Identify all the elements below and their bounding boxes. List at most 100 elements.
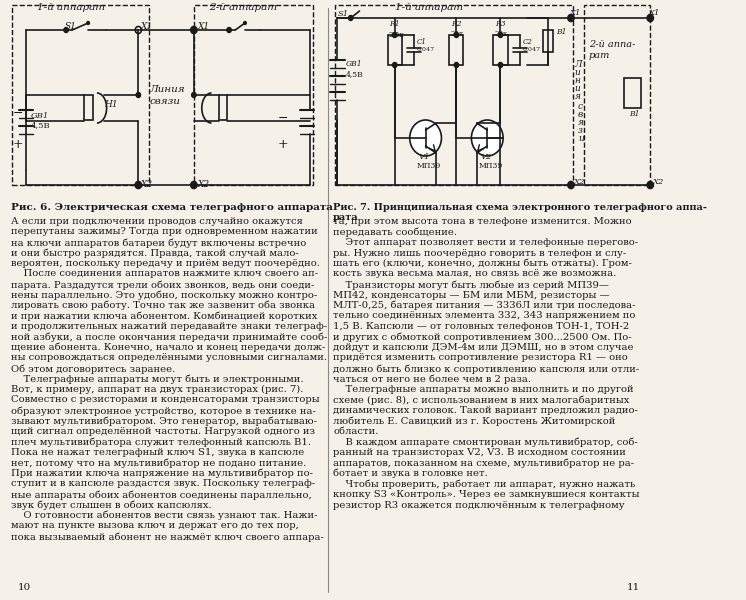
Text: 0,047: 0,047	[522, 47, 541, 52]
Text: любитель Е. Савицкий из г. Коростень Житомирской: любитель Е. Савицкий из г. Коростень Жит…	[333, 416, 615, 426]
Circle shape	[568, 181, 574, 188]
Text: шать его (ключи, конечно, должны быть отжаты). Гром-: шать его (ключи, конечно, должны быть от…	[333, 259, 632, 269]
Text: Пока не нажат телеграфный ключ S1, звука в капсюле: Пока не нажат телеграфный ключ S1, звука…	[10, 448, 304, 457]
Text: GB1: GB1	[346, 60, 363, 68]
Text: Чтобы проверить, работает ли аппарат, нужно нажать: Чтобы проверить, работает ли аппарат, ну…	[333, 479, 636, 489]
Text: −: −	[278, 112, 288, 125]
Text: X2: X2	[141, 180, 153, 189]
Text: в: в	[578, 110, 583, 119]
Text: Совместно с резисторами и конденсаторами транзисторы: Совместно с резисторами и конденсаторами…	[10, 395, 319, 404]
Text: В каждом аппарате смонтирован мультивибратор, соб-: В каждом аппарате смонтирован мультивибр…	[333, 437, 638, 447]
Circle shape	[498, 62, 503, 67]
Text: Этот аппарат позволяет вести и телефонные перегово-: Этот аппарат позволяет вести и телефонны…	[333, 238, 638, 247]
Text: Л: Л	[574, 60, 582, 69]
Text: Об этом договоритесь заранее.: Об этом договоритесь заранее.	[10, 364, 175, 373]
Text: ной азбуки, а после окончания передачи принимайте сооб-: ной азбуки, а после окончания передачи п…	[10, 332, 327, 342]
Text: МП39: МП39	[417, 162, 441, 170]
Text: плеч мультивибратора служит телефонный капсюль В1.: плеч мультивибратора служит телефонный к…	[10, 437, 310, 447]
Circle shape	[192, 28, 196, 32]
Text: нет, потому что на мультивибратор не подано питание.: нет, потому что на мультивибратор не под…	[10, 458, 306, 468]
Text: Телеграфные аппараты можно выполнить и по другой: Телеграфные аппараты можно выполнить и п…	[333, 385, 633, 394]
Text: 4,5В: 4,5В	[346, 70, 364, 78]
Text: пока вызываемый абонент не нажмёт ключ своего аппара-: пока вызываемый абонент не нажмёт ключ с…	[10, 532, 324, 541]
Text: 2-й аппа-: 2-й аппа-	[589, 40, 635, 49]
Text: Н1: Н1	[104, 100, 118, 109]
Text: ны сопровождаться определёнными условными сигналами.: ны сопровождаться определёнными условным…	[10, 353, 327, 362]
Text: мают на пункте вызова ключ и держат его до тех пор,: мают на пункте вызова ключ и держат его …	[10, 521, 298, 530]
Text: щение абонента. Конечно, начало и конец передачи долж-: щение абонента. Конечно, начало и конец …	[10, 343, 325, 352]
Circle shape	[454, 32, 459, 37]
Text: связи: связи	[150, 97, 181, 106]
Text: 2-й аппарат: 2-й аппарат	[209, 3, 277, 12]
Text: R1: R1	[389, 20, 400, 28]
Text: дойдут и капсюли ДЭМ-4м или ДЭМШ, но в этом случае: дойдут и капсюли ДЭМ-4м или ДЭМШ, но в э…	[333, 343, 633, 352]
Bar	[624, 78, 642, 108]
Text: ступит и в капсюле раздастся звук. Поскольку телеграф-: ступит и в капсюле раздастся звук. Поско…	[10, 479, 315, 488]
Text: и они быстро разрядятся. Правда, такой случай мало-: и они быстро разрядятся. Правда, такой с…	[10, 248, 298, 258]
Text: R3: R3	[495, 20, 506, 28]
Text: ботает и звука в головке нет.: ботает и звука в головке нет.	[333, 469, 488, 479]
Text: области.: области.	[333, 427, 378, 436]
Text: C1: C1	[417, 38, 427, 46]
Text: X1: X1	[648, 9, 660, 17]
Text: +: +	[278, 138, 288, 151]
Text: з: з	[578, 126, 583, 135]
Text: V2: V2	[480, 153, 492, 161]
Text: зывают мультивибратором. Это генератор, вырабатываю-: зывают мультивибратором. Это генератор, …	[10, 416, 316, 426]
Bar	[543, 30, 554, 52]
Text: При нажатии ключа напряжение на мультивибратор по-: При нажатии ключа напряжение на мультиви…	[10, 469, 313, 479]
Text: X1: X1	[569, 9, 580, 17]
Text: +: +	[13, 138, 23, 151]
Text: −: −	[13, 107, 23, 120]
Text: должно быть близко к сопротивлению капсюля или отли-: должно быть близко к сопротивлению капсю…	[333, 364, 639, 373]
Text: схеме (рис. 8), с использованием в них малогабаритных: схеме (рис. 8), с использованием в них м…	[333, 395, 630, 405]
Text: парата. Раздадутся трели обоих звонков, ведь они соеди-: парата. Раздадутся трели обоих звонков, …	[10, 280, 314, 289]
Circle shape	[135, 181, 142, 188]
Text: X2: X2	[574, 178, 585, 186]
Text: вероятен, поскольку передачу и приём ведут поочерёдно.: вероятен, поскольку передачу и приём вед…	[10, 259, 319, 268]
Bar	[13, 5, 149, 185]
Text: ные аппараты обоих абонентов соединены параллельно,: ные аппараты обоих абонентов соединены п…	[10, 490, 311, 499]
Text: Рис. 6. Электрическая схема телеграфного аппарата: Рис. 6. Электрическая схема телеграфного…	[10, 203, 333, 212]
Text: 22к: 22к	[451, 30, 463, 38]
Text: 1-й аппарат: 1-й аппарат	[395, 3, 463, 12]
Circle shape	[568, 16, 573, 20]
Text: кость звука весьма малая, но связь всё же возможна.: кость звука весьма малая, но связь всё ж…	[333, 269, 616, 278]
Text: GB1: GB1	[31, 112, 49, 120]
Text: ранный на транзисторах V2, V3. В исходном состоянии: ранный на транзисторах V2, V3. В исходно…	[333, 448, 626, 457]
Circle shape	[136, 92, 140, 97]
Text: на ключи аппаратов батареи будут включены встречно: на ключи аппаратов батареи будут включен…	[10, 238, 306, 247]
Text: R2: R2	[451, 20, 462, 28]
Text: динамических головок. Такой вариант предложил радио-: динамических головок. Такой вариант пред…	[333, 406, 638, 415]
Text: Линия: Линия	[150, 85, 186, 94]
Circle shape	[135, 26, 142, 34]
Circle shape	[191, 181, 197, 188]
Text: X1: X1	[198, 22, 210, 31]
Circle shape	[136, 28, 140, 32]
Circle shape	[348, 16, 353, 20]
Bar	[219, 95, 228, 120]
Bar	[335, 5, 573, 185]
Text: н: н	[574, 76, 580, 85]
Text: C2: C2	[522, 38, 533, 46]
Circle shape	[87, 22, 90, 25]
Circle shape	[64, 28, 69, 32]
Text: я: я	[578, 118, 584, 127]
Text: кнопку S3 «Контроль». Через ее замкнувшиеся контакты: кнопку S3 «Контроль». Через ее замкнувши…	[333, 490, 639, 499]
Text: 4,5В: 4,5В	[31, 121, 51, 129]
Bar	[388, 35, 402, 65]
Text: 11: 11	[627, 583, 640, 592]
Text: Транзисторы могут быть любые из серий МП39—: Транзисторы могут быть любые из серий МП…	[333, 280, 609, 289]
Circle shape	[392, 62, 397, 67]
Circle shape	[648, 14, 653, 22]
Text: 1-й аппарат: 1-й аппарат	[37, 3, 105, 12]
Text: перепутаны зажимы? Тогда при одновременном нажатии: перепутаны зажимы? Тогда при одновременн…	[10, 227, 317, 236]
Text: чаться от него не более чем в 2 раза.: чаться от него не более чем в 2 раза.	[333, 374, 531, 384]
Circle shape	[648, 16, 653, 20]
Text: 10: 10	[18, 583, 31, 592]
Text: 1,5 В. Капсюли — от головных телефонов ТОН-1, ТОН-2: 1,5 В. Капсюли — от головных телефонов Т…	[333, 322, 630, 331]
Circle shape	[227, 28, 231, 32]
Bar	[84, 95, 93, 120]
Text: и при нажатии ключа абонентом. Комбинацией коротких: и при нажатии ключа абонентом. Комбинаци…	[10, 311, 317, 321]
Text: лировать свою работу. Точно так же зазвенит оба звонка: лировать свою работу. Точно так же зазве…	[10, 301, 315, 311]
